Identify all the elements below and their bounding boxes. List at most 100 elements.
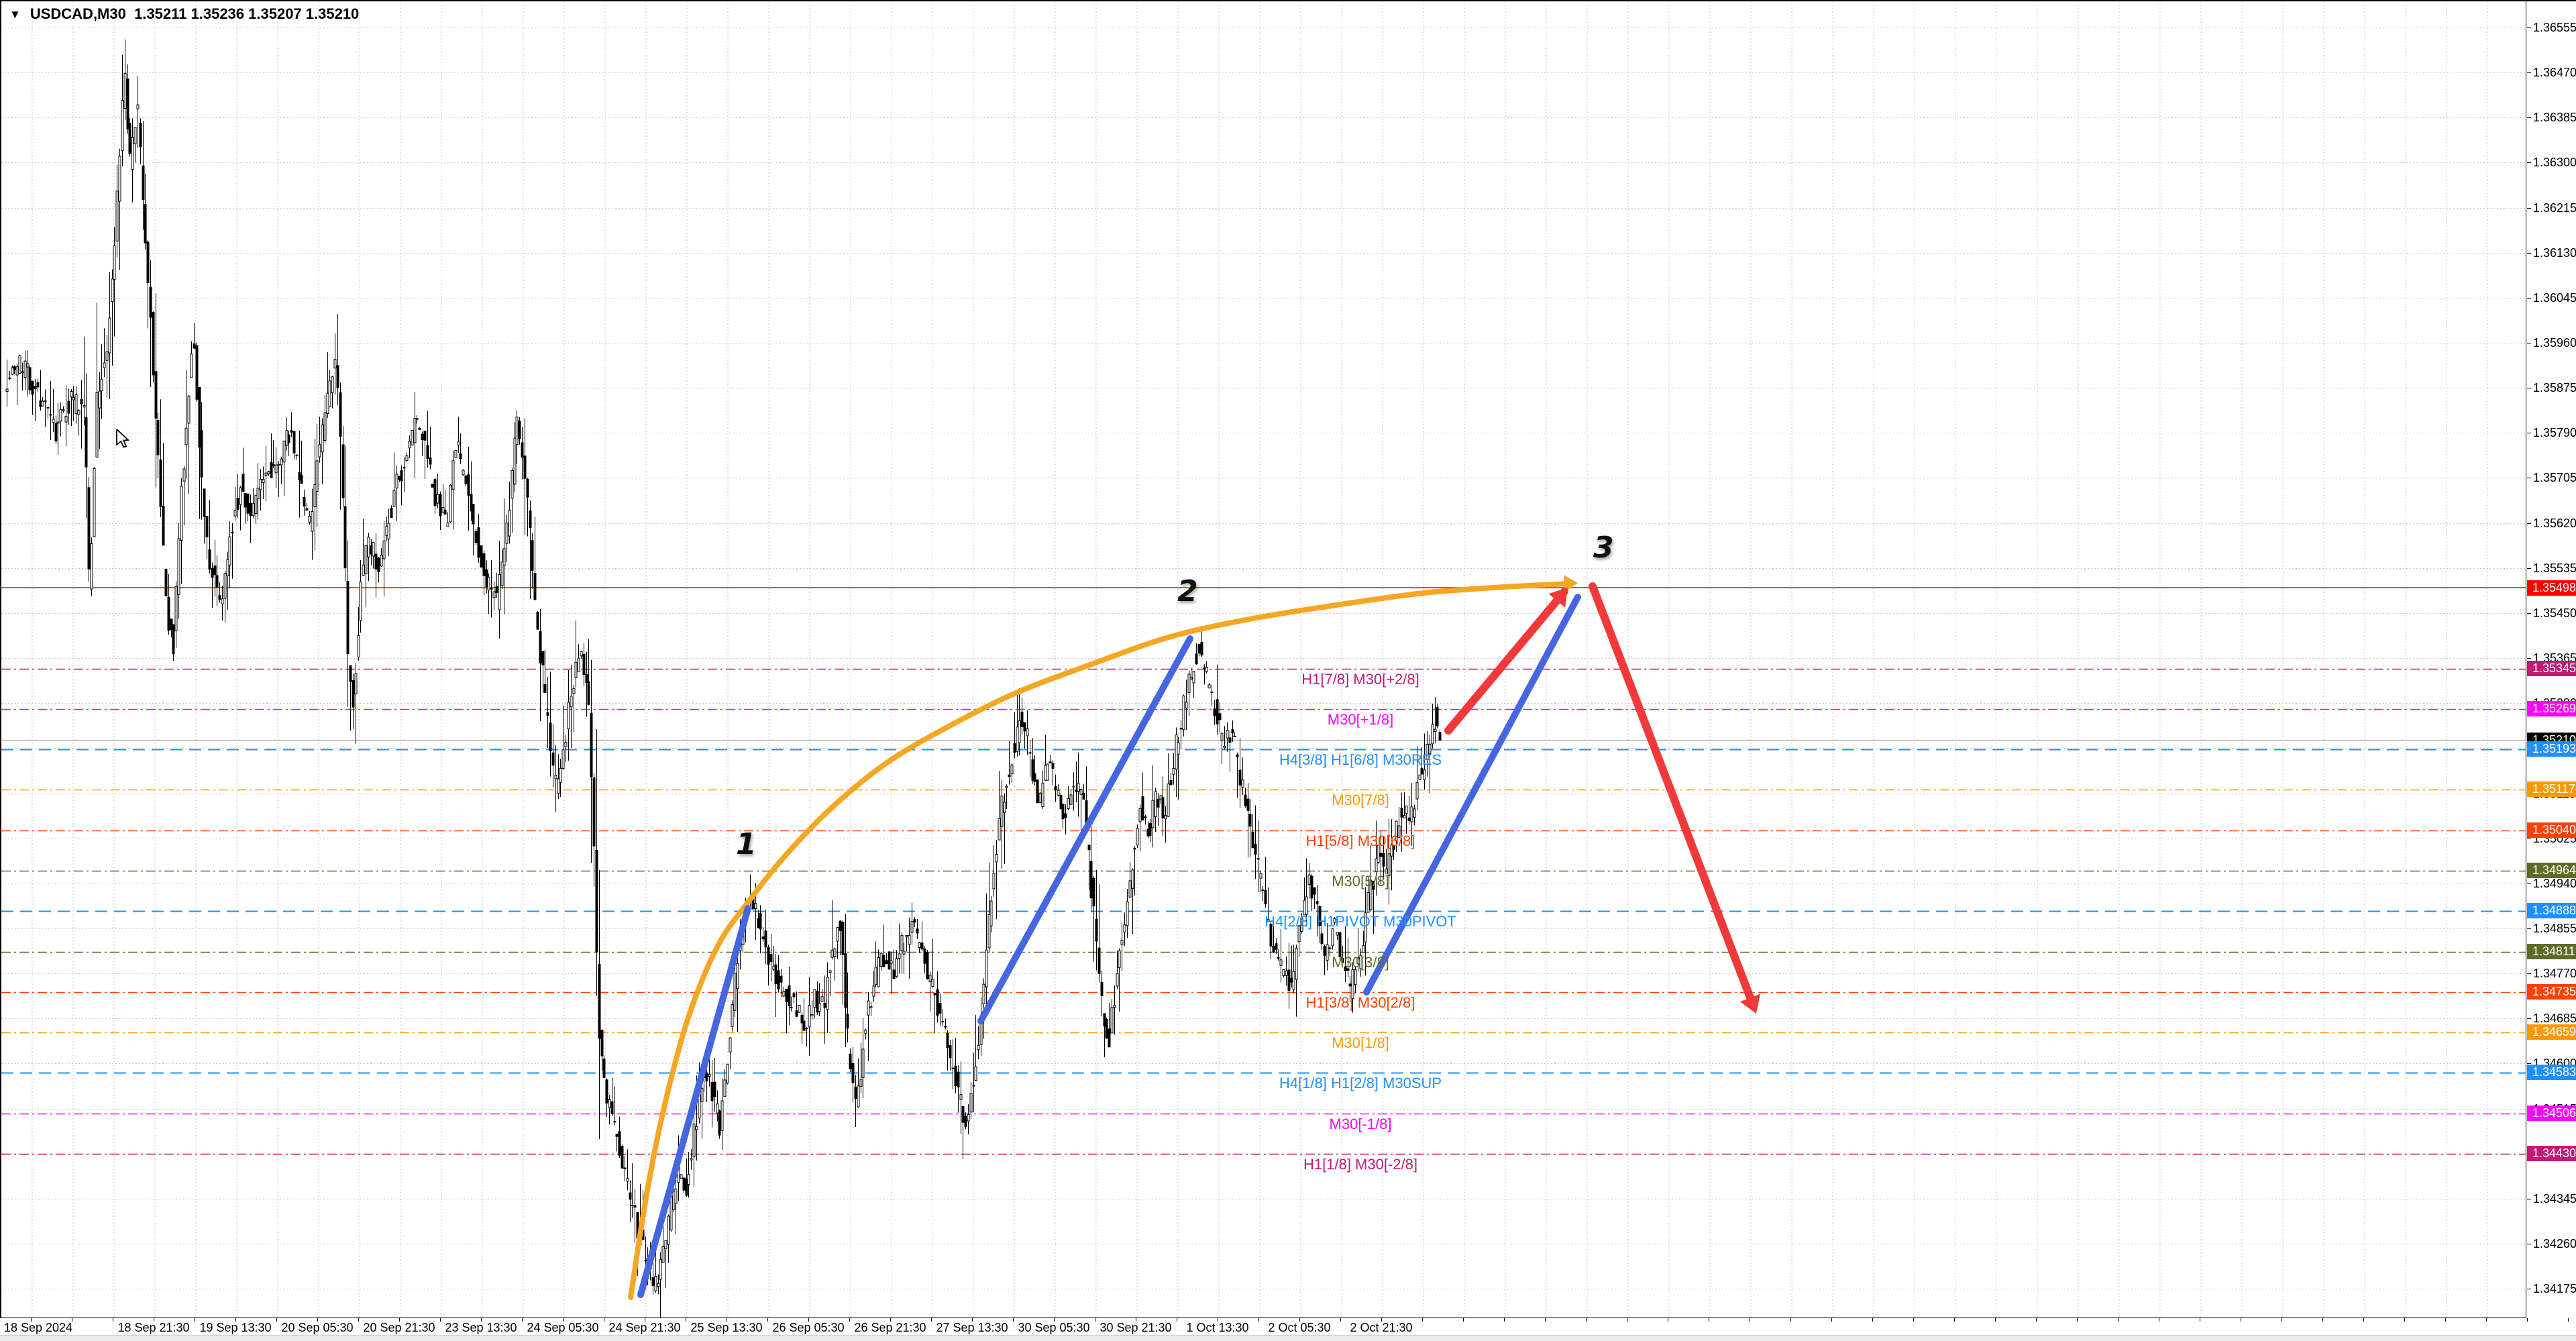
time-tick-mark bbox=[2363, 1318, 2364, 1322]
time-tick-mark bbox=[2077, 1318, 2078, 1322]
time-tick-mark bbox=[931, 1318, 932, 1322]
time-tick-mark bbox=[2486, 1318, 2487, 1322]
murrey-level-lines bbox=[1, 668, 2526, 1155]
level-price-badge: 1.34888 bbox=[2527, 903, 2576, 919]
level-price-badge: 1.35117 bbox=[2527, 782, 2576, 798]
price-tick-label: 1.35450 bbox=[2533, 606, 2576, 620]
price-tick-mark bbox=[2527, 72, 2531, 73]
price-tick-label: 1.34260 bbox=[2533, 1237, 2576, 1251]
time-tick-mark bbox=[522, 1318, 523, 1322]
time-tick-mark bbox=[808, 1318, 809, 1322]
level-price-badge: 1.34659 bbox=[2527, 1024, 2576, 1040]
trend-drawings[interactable] bbox=[628, 575, 1760, 1300]
time-tick-mark bbox=[1545, 1318, 1546, 1322]
price-tick-label: 1.36555 bbox=[2533, 20, 2576, 34]
time-tick-mark bbox=[1954, 1318, 1955, 1322]
time-tick-mark bbox=[317, 1318, 318, 1322]
time-tick-mark bbox=[1013, 1318, 1014, 1322]
time-axis[interactable]: 18 Sep 2024 18 Sep 21:30 19 Sep 13:30 20 Se… bbox=[0, 1318, 2576, 1335]
price-tick-mark bbox=[2527, 928, 2531, 929]
time-tick-mark bbox=[1422, 1318, 1423, 1322]
price-tick-label: 1.35535 bbox=[2533, 561, 2576, 575]
window-bottom-edge bbox=[0, 1335, 2576, 1341]
time-tick-label: 25 Sep 13:30 bbox=[690, 1321, 763, 1334]
time-tick-mark bbox=[849, 1318, 850, 1322]
level-price-badge: 1.34735 bbox=[2527, 984, 2576, 1000]
time-tick-mark bbox=[767, 1318, 768, 1322]
price-tick-label: 1.35960 bbox=[2533, 336, 2576, 350]
time-tick-mark bbox=[972, 1318, 973, 1322]
time-tick-mark bbox=[1790, 1318, 1791, 1322]
time-tick-mark bbox=[890, 1318, 891, 1322]
time-tick-mark bbox=[2322, 1318, 2323, 1322]
orange-arc-arrow bbox=[628, 581, 1571, 1300]
price-tick-label: 1.34855 bbox=[2533, 921, 2576, 935]
price-tick-mark bbox=[2527, 298, 2531, 299]
time-tick-label: 30 Sep 21:30 bbox=[1099, 1321, 1172, 1334]
time-tick-mark bbox=[1831, 1318, 1832, 1322]
time-tick-label: 1 Oct 13:30 bbox=[1186, 1321, 1249, 1334]
level-price-badge: 1.35193 bbox=[2527, 741, 2576, 757]
time-tick-label: 19 Sep 13:30 bbox=[199, 1321, 272, 1334]
time-tick-mark bbox=[276, 1318, 277, 1322]
level-price-badge: 1.35345 bbox=[2527, 661, 2576, 677]
red-arrow-down bbox=[1589, 582, 1758, 1010]
candlesticks bbox=[5, 39, 1442, 1318]
blue-trendline bbox=[637, 905, 751, 1298]
time-tick-mark bbox=[1913, 1318, 1914, 1322]
price-tick-label: 1.36215 bbox=[2533, 201, 2576, 215]
time-tick-mark bbox=[440, 1318, 441, 1322]
time-tick-mark bbox=[563, 1318, 564, 1322]
price-tick-mark bbox=[2527, 162, 2531, 163]
time-tick-label: 18 Sep 2024 bbox=[3, 1321, 73, 1334]
time-tick-mark bbox=[1872, 1318, 1873, 1322]
level-price-badge: 1.34964 bbox=[2527, 863, 2576, 879]
price-tick-mark bbox=[2527, 1063, 2531, 1064]
time-tick-label: 24 Sep 21:30 bbox=[608, 1321, 681, 1334]
time-tick-label: 30 Sep 05:30 bbox=[1018, 1321, 1090, 1334]
chart-plot-area[interactable]: ▼ USDCAD,M30 1.35211 1.35236 1.35207 1.3… bbox=[0, 1, 2526, 1318]
price-tick-mark bbox=[2527, 613, 2531, 614]
level-price-badge: 1.34811 bbox=[2527, 944, 2576, 960]
time-tick-label: 20 Sep 05:30 bbox=[281, 1321, 354, 1334]
price-tick-mark bbox=[2527, 1018, 2531, 1019]
price-tick-mark bbox=[2527, 117, 2531, 118]
price-tick-label: 1.34175 bbox=[2533, 1282, 2576, 1296]
level-price-badge: 1.34430 bbox=[2527, 1146, 2576, 1162]
price-tick-label: 1.36045 bbox=[2533, 290, 2576, 305]
time-tick-label: 2 Oct 21:30 bbox=[1350, 1321, 1413, 1334]
time-tick-mark bbox=[399, 1318, 400, 1322]
level-price-badge: 1.35498 bbox=[2527, 580, 2576, 596]
time-tick-mark bbox=[1258, 1318, 1259, 1322]
time-tick-mark bbox=[235, 1318, 236, 1322]
price-tick-mark bbox=[2527, 973, 2531, 974]
price-tick-label: 1.35875 bbox=[2533, 381, 2576, 395]
red-arrow-up bbox=[1444, 588, 1568, 735]
price-axis[interactable]: 1.36555 1.36470 1.36385 1.36300 1.36215 1.361… bbox=[2527, 1, 2576, 1318]
time-tick-mark bbox=[1299, 1318, 1300, 1322]
price-tick-label: 1.34685 bbox=[2533, 1012, 2576, 1026]
price-tick-label: 1.36130 bbox=[2533, 246, 2576, 260]
price-tick-label: 1.35705 bbox=[2533, 471, 2576, 485]
price-tick-mark bbox=[2527, 253, 2531, 254]
time-tick-mark bbox=[31, 1318, 32, 1322]
price-tick-mark bbox=[2527, 883, 2531, 884]
time-tick-mark bbox=[2445, 1318, 2446, 1322]
level-price-badge: 1.35040 bbox=[2527, 822, 2576, 839]
time-tick-label: 26 Sep 21:30 bbox=[854, 1321, 926, 1334]
price-tick-label: 1.35620 bbox=[2533, 516, 2576, 530]
blue-trendline bbox=[1363, 594, 1581, 996]
price-tick-label: 1.36300 bbox=[2533, 156, 2576, 170]
time-tick-mark bbox=[1504, 1318, 1505, 1322]
time-tick-mark bbox=[1586, 1318, 1587, 1322]
time-tick-label: 24 Sep 05:30 bbox=[527, 1321, 599, 1334]
price-tick-label: 1.35790 bbox=[2533, 426, 2576, 440]
chart-canvas[interactable] bbox=[1, 1, 2526, 1318]
time-tick-label: 23 Sep 13:30 bbox=[445, 1321, 517, 1334]
time-tick-mark bbox=[358, 1318, 359, 1322]
price-tick-mark bbox=[2527, 523, 2531, 524]
price-tick-label: 1.36470 bbox=[2533, 66, 2576, 80]
price-tick-label: 1.34770 bbox=[2533, 967, 2576, 981]
blue-trendline bbox=[977, 635, 1193, 1024]
